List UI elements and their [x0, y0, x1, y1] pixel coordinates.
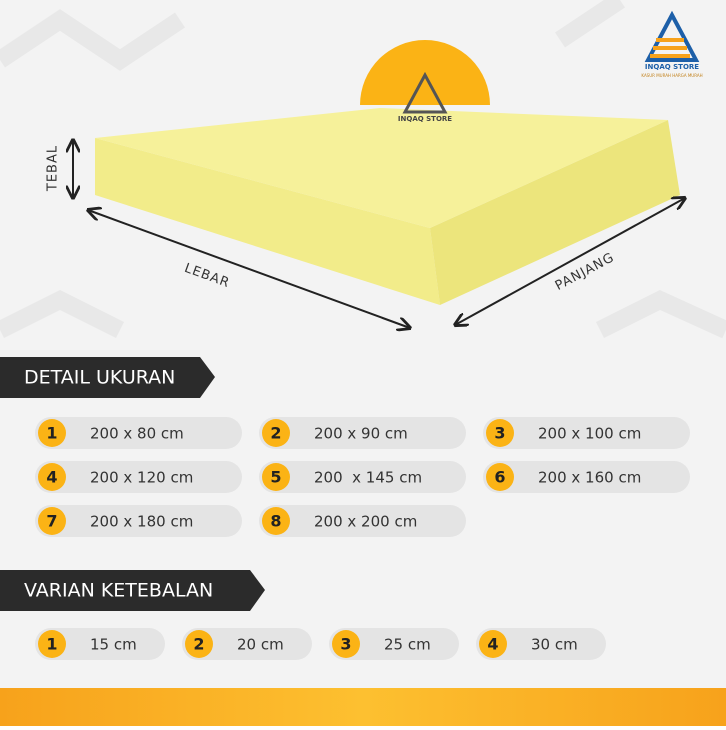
badge	[486, 463, 514, 491]
size-label: 200 x 145 cm	[314, 469, 422, 487]
badge	[185, 630, 213, 658]
logo: INQAQ STORE KASUR MURAH HARGA MURAH	[641, 10, 703, 78]
pill	[259, 505, 466, 537]
pill	[35, 628, 165, 660]
length-arrow	[455, 198, 685, 325]
badge	[332, 630, 360, 658]
footer-bar	[0, 688, 726, 726]
pill	[35, 505, 242, 537]
size-label: 200 x 120 cm	[90, 469, 193, 487]
size-label: 30 cm	[531, 636, 578, 654]
badge-number: 2	[193, 635, 204, 654]
section-header	[0, 570, 265, 611]
section-title: DETAIL UKURAN	[24, 367, 175, 389]
badge	[486, 419, 514, 447]
size-label: 200 x 160 cm	[538, 469, 641, 487]
badge-number: 6	[494, 468, 505, 487]
size-label: 200 x 100 cm	[538, 425, 641, 443]
badge	[38, 630, 66, 658]
pill	[259, 461, 466, 493]
size-label: 200 x 90 cm	[314, 425, 408, 443]
size-label: 15 cm	[90, 636, 137, 654]
badge-number: 4	[487, 635, 498, 654]
badge	[38, 419, 66, 447]
logo-name: INQAQ STORE	[645, 63, 699, 71]
pill	[329, 628, 459, 660]
badge	[479, 630, 507, 658]
size-label: 200 x 200 cm	[314, 513, 417, 531]
section-title: VARIAN KETEBALAN	[24, 580, 213, 602]
badge	[38, 507, 66, 535]
pill	[483, 417, 690, 449]
pill	[483, 461, 690, 493]
size-label: 25 cm	[384, 636, 431, 654]
badge-number: 3	[340, 635, 351, 654]
badge-number: 4	[46, 468, 57, 487]
size-label: 20 cm	[237, 636, 284, 654]
badge	[262, 463, 290, 491]
thickness-label: TEBAL	[46, 145, 61, 192]
logo-tagline: KASUR MURAH HARGA MURAH	[641, 73, 702, 78]
size-label: 200 x 80 cm	[90, 425, 184, 443]
mattress-logo: INQAQ STORE	[398, 71, 452, 123]
badge-number: 1	[46, 424, 57, 443]
badge	[262, 507, 290, 535]
pill	[476, 628, 606, 660]
pill	[35, 417, 242, 449]
badge-number: 2	[270, 424, 281, 443]
badge-number: 8	[270, 512, 281, 531]
badge	[38, 463, 66, 491]
pill	[182, 628, 312, 660]
section-header	[0, 357, 215, 398]
badge-number: 3	[494, 424, 505, 443]
badge-number: 1	[46, 635, 57, 654]
badge	[262, 419, 290, 447]
pattern	[0, 0, 726, 339]
pill	[259, 417, 466, 449]
logo-text: INQAQ STORE	[398, 115, 452, 123]
size-label: 200 x 180 cm	[90, 513, 193, 531]
badge-number: 5	[270, 468, 281, 487]
badge-number: 7	[46, 512, 57, 531]
pill	[35, 461, 242, 493]
width-arrow	[88, 210, 410, 328]
